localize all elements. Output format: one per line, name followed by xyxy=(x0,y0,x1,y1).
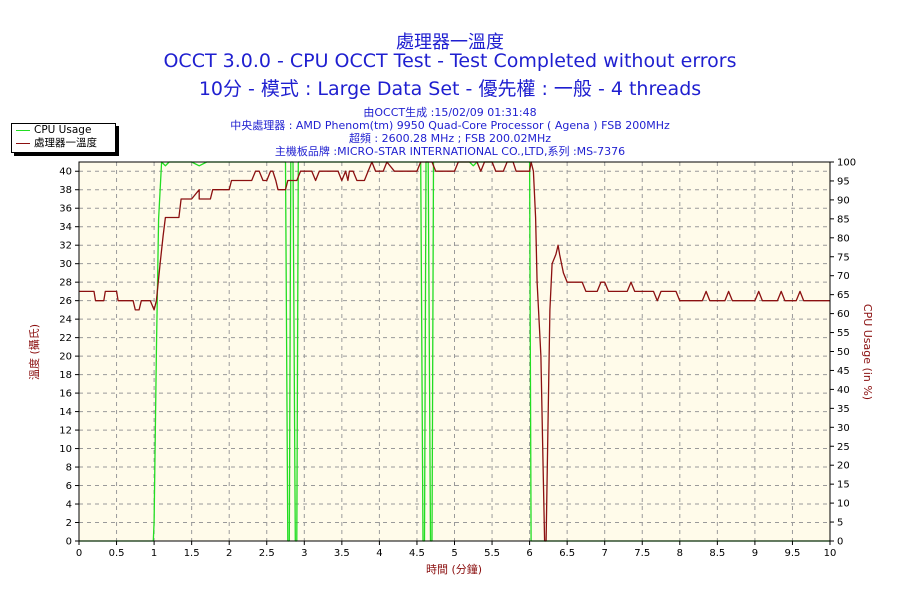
x-tick-label: 5 xyxy=(451,548,457,559)
y-right-tick-label: 5 xyxy=(837,518,843,529)
x-tick-label: 3 xyxy=(301,548,307,559)
info-cpu: 中央處理器 : AMD Phenom(tm) 9950 Quad-Core Pr… xyxy=(230,119,670,132)
x-tick-label: 3.5 xyxy=(334,548,350,559)
y-right-tick-label: 90 xyxy=(837,195,850,206)
chart-legend: CPU Usage 處理器一溫度 xyxy=(11,123,116,153)
y-left-tick-label: 10 xyxy=(59,444,72,455)
y-right-tick-label: 60 xyxy=(837,309,850,320)
y-left-tick-label: 16 xyxy=(59,389,72,400)
y-right-tick-label: 95 xyxy=(837,176,850,187)
y-right-tick-label: 35 xyxy=(837,404,850,415)
x-tick-label: 2 xyxy=(226,548,232,559)
info-clock: 超頻 : 2600.28 MHz ; FSB 200.02MHz xyxy=(348,132,552,145)
y-left-tick-label: 34 xyxy=(59,222,72,233)
y-right-tick-label: 30 xyxy=(837,423,850,434)
axis-ticks: 0 0.5 1 1.5 2 2.5 3 3.5 4 4.5 5 5.5 6 6.5 7 7.5 8 8.5 9 9.5… xyxy=(59,158,856,560)
y-left-tick-label: 26 xyxy=(59,296,72,307)
y-left-tick-label: 6 xyxy=(66,481,72,492)
y-left-tick-label: 18 xyxy=(59,370,72,381)
y-axis-label-right: CPU Usage (in %) xyxy=(861,304,874,400)
y-right-tick-label: 45 xyxy=(837,366,850,377)
x-tick-label: 2.5 xyxy=(259,548,275,559)
y-left-tick-label: 32 xyxy=(59,241,72,252)
y-left-tick-label: 22 xyxy=(59,333,72,344)
y-left-tick-label: 8 xyxy=(66,463,72,474)
legend-swatch-temperature xyxy=(16,143,30,144)
x-tick-label: 8.5 xyxy=(709,548,725,559)
x-tick-label: 1 xyxy=(151,548,157,559)
y-left-tick-label: 40 xyxy=(59,167,72,178)
x-tick-label: 10 xyxy=(824,548,837,559)
y-left-tick-label: 38 xyxy=(59,185,72,196)
x-tick-label: 5.5 xyxy=(484,548,500,559)
y-right-tick-label: 10 xyxy=(837,499,850,510)
chart-title: 處理器一溫度 xyxy=(396,32,504,53)
grid-lines xyxy=(79,162,830,541)
legend-label-cpu-usage: CPU Usage xyxy=(34,124,92,136)
y-right-tick-label: 55 xyxy=(837,328,850,339)
x-tick-label: 7.5 xyxy=(634,548,650,559)
y-left-tick-label: 12 xyxy=(59,426,72,437)
info-generated: 由OCCT生成 :15/02/09 01:31:48 xyxy=(363,106,537,119)
chart-subtitle-test: OCCT 3.0.0 - CPU OCCT Test - Test Comple… xyxy=(163,50,737,72)
x-tick-label: 1.5 xyxy=(184,548,200,559)
x-axis-label: 時間 (分鐘) xyxy=(426,562,482,576)
legend-item-temperature: 處理器一溫度 xyxy=(12,137,115,150)
x-tick-label: 4.5 xyxy=(409,548,425,559)
y-right-tick-label: 85 xyxy=(837,214,850,225)
y-right-tick-label: 25 xyxy=(837,442,850,453)
y-right-tick-label: 65 xyxy=(837,290,850,301)
x-tick-label: 6 xyxy=(526,548,532,559)
y-left-tick-label: 24 xyxy=(59,315,72,326)
y-left-tick-label: 0 xyxy=(66,537,72,548)
x-tick-label: 7 xyxy=(602,548,608,559)
legend-swatch-cpu-usage xyxy=(16,130,30,131)
info-motherboard: 主機板品牌 :MICRO-STAR INTERNATIONAL CO.,LTD,… xyxy=(274,145,626,158)
y-left-tick-label: 30 xyxy=(59,259,72,270)
y-left-tick-label: 4 xyxy=(66,500,72,511)
y-right-tick-label: 20 xyxy=(837,461,850,472)
y-right-tick-label: 0 xyxy=(837,537,843,548)
y-right-tick-label: 75 xyxy=(837,252,850,263)
x-tick-label: 0.5 xyxy=(109,548,125,559)
y-axis-label-left: 溫度 (攝氏) xyxy=(27,324,41,380)
x-tick-label: 6.5 xyxy=(559,548,575,559)
y-left-tick-label: 20 xyxy=(59,352,72,363)
y-right-tick-label: 70 xyxy=(837,271,850,282)
series-line-temperature xyxy=(79,161,830,542)
y-left-tick-label: 2 xyxy=(66,518,72,529)
y-right-tick-label: 100 xyxy=(837,158,856,169)
chart-subtitle-mode: 10分 - 模式 : Large Data Set - 優先權 : 一般 - 4… xyxy=(198,78,702,100)
y-right-tick-label: 50 xyxy=(837,347,850,358)
legend-label-temperature: 處理器一溫度 xyxy=(34,137,97,149)
legend-item-cpu-usage: CPU Usage xyxy=(12,124,115,137)
x-tick-label: 9 xyxy=(752,548,758,559)
x-tick-label: 0 xyxy=(76,548,82,559)
y-left-tick-label: 28 xyxy=(59,278,72,289)
y-right-tick-label: 80 xyxy=(837,233,850,244)
x-tick-label: 8 xyxy=(677,548,683,559)
y-right-tick-label: 15 xyxy=(837,480,850,491)
y-left-tick-label: 14 xyxy=(59,407,72,418)
x-tick-label: 9.5 xyxy=(784,548,800,559)
y-left-tick-label: 36 xyxy=(59,204,72,215)
x-tick-label: 4 xyxy=(376,548,382,559)
y-right-tick-label: 40 xyxy=(837,385,850,396)
